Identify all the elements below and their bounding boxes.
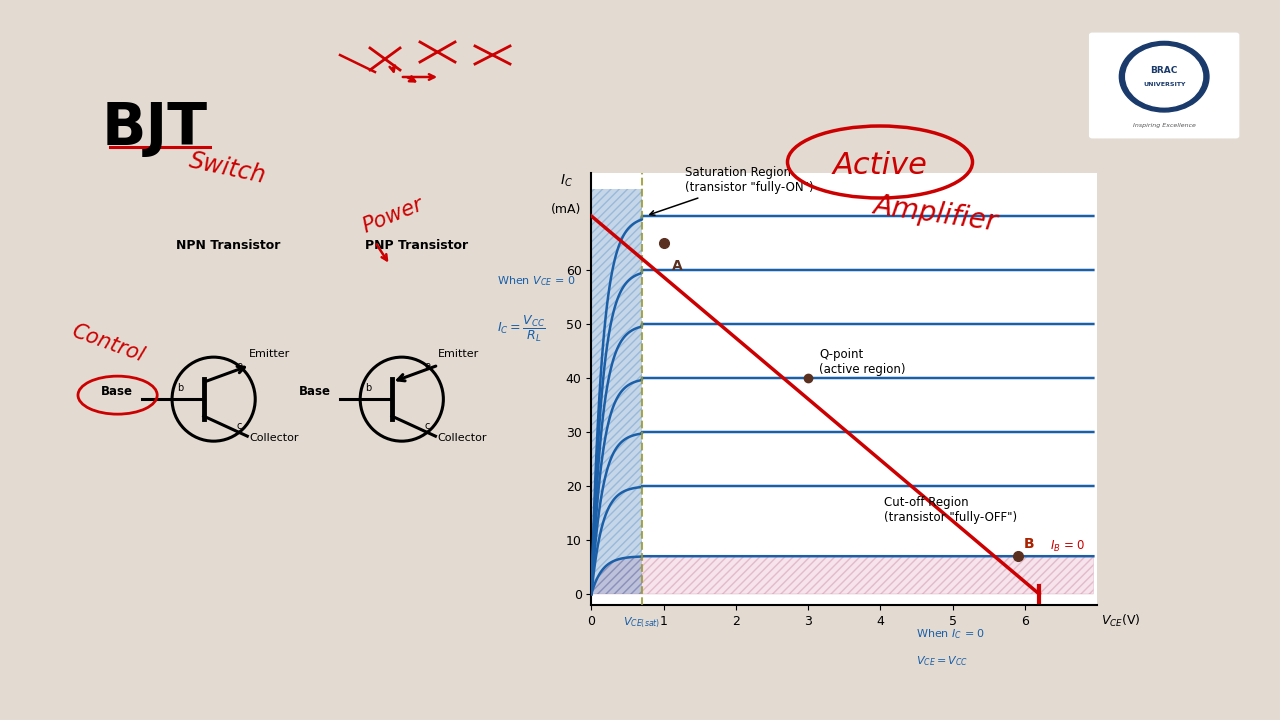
Text: $V_{CE}$(V): $V_{CE}$(V)	[1101, 613, 1140, 629]
Circle shape	[1125, 46, 1203, 107]
Text: PNP Transistor: PNP Transistor	[365, 239, 468, 252]
Text: Emitter: Emitter	[250, 349, 291, 359]
Text: $I_C = \dfrac{V_{CC}}{R_L}$: $I_C = \dfrac{V_{CC}}{R_L}$	[498, 315, 547, 344]
Text: $I_B$ = 0: $I_B$ = 0	[1050, 539, 1085, 554]
Text: b: b	[365, 383, 371, 393]
Text: e: e	[237, 361, 242, 371]
Text: c: c	[237, 421, 242, 431]
Text: Active: Active	[832, 151, 928, 181]
Text: BJT: BJT	[102, 100, 209, 157]
Text: Emitter: Emitter	[438, 349, 479, 359]
Text: UNIVERSITY: UNIVERSITY	[1143, 82, 1185, 86]
Circle shape	[1119, 42, 1208, 112]
Text: NPN Transistor: NPN Transistor	[177, 239, 280, 252]
Text: A: A	[672, 259, 684, 273]
Text: $V_{CE} = V_{CC}$: $V_{CE} = V_{CC}$	[916, 654, 969, 668]
Text: Inspiring Excellence: Inspiring Excellence	[1133, 123, 1196, 128]
FancyBboxPatch shape	[1089, 32, 1239, 138]
Text: b: b	[177, 383, 183, 393]
Text: Base: Base	[298, 385, 330, 398]
Text: e: e	[425, 361, 430, 371]
Text: $V_{CE(sat)}$: $V_{CE(sat)}$	[623, 616, 660, 630]
Text: c: c	[425, 421, 430, 431]
Text: Collector: Collector	[438, 433, 486, 443]
Text: Power: Power	[360, 194, 426, 237]
Text: (mA): (mA)	[550, 203, 581, 216]
Text: Cut-off Region
(transistor "fully-OFF"): Cut-off Region (transistor "fully-OFF")	[884, 496, 1018, 524]
Text: Q-point
(active region): Q-point (active region)	[819, 348, 905, 376]
Text: When $V_{CE}$ = 0: When $V_{CE}$ = 0	[498, 274, 576, 288]
Text: B: B	[1023, 537, 1034, 551]
Text: Switch: Switch	[187, 148, 269, 188]
Text: Base: Base	[100, 385, 132, 398]
Text: BRAC: BRAC	[1151, 66, 1178, 75]
Text: Control: Control	[69, 321, 147, 366]
Bar	[591, 189, 641, 594]
Text: Collector: Collector	[250, 433, 298, 443]
Text: $I_C$: $I_C$	[559, 173, 572, 189]
Text: Saturation Region
(transistor "fully-ON"): Saturation Region (transistor "fully-ON"…	[650, 166, 814, 215]
Text: Amplifier: Amplifier	[872, 191, 998, 236]
Text: When $I_C$ = 0: When $I_C$ = 0	[916, 627, 986, 641]
